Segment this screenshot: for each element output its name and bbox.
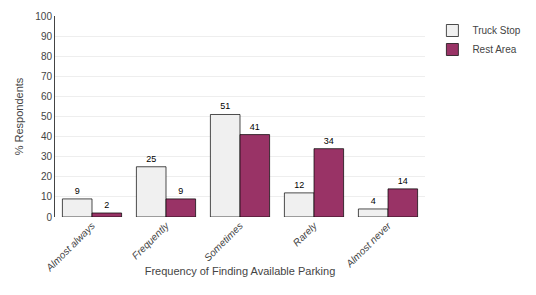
svg-text:0: 0 (46, 212, 52, 223)
svg-text:2: 2 (104, 200, 109, 210)
svg-text:4: 4 (371, 196, 376, 206)
svg-text:50: 50 (41, 111, 53, 122)
svg-text:41: 41 (250, 122, 260, 132)
svg-text:Frequently: Frequently (130, 219, 172, 261)
svg-text:Almost never: Almost never (343, 220, 393, 270)
svg-text:100: 100 (35, 11, 52, 22)
svg-text:9: 9 (75, 186, 80, 196)
svg-text:40: 40 (41, 131, 53, 142)
svg-text:Sometimes: Sometimes (202, 220, 245, 263)
svg-text:9: 9 (178, 186, 183, 196)
svg-text:25: 25 (146, 154, 156, 164)
svg-text:12: 12 (294, 180, 304, 190)
svg-text:10: 10 (41, 191, 53, 202)
svg-text:90: 90 (41, 31, 53, 42)
svg-text:51: 51 (220, 101, 230, 111)
svg-text:Truck Stop: Truck Stop (472, 25, 520, 36)
svg-text:20: 20 (41, 171, 53, 182)
svg-text:34: 34 (324, 136, 334, 146)
svg-text:60: 60 (41, 91, 53, 102)
svg-text:80: 80 (41, 51, 53, 62)
svg-text:14: 14 (398, 176, 408, 186)
svg-text:Frequency of Finding Available: Frequency of Finding Available Parking (145, 265, 336, 277)
svg-text:30: 30 (41, 151, 53, 162)
svg-text:Rarely: Rarely (291, 219, 320, 248)
svg-text:Almost always: Almost always (43, 220, 97, 274)
svg-text:70: 70 (41, 71, 53, 82)
svg-text:Rest Area: Rest Area (472, 44, 516, 55)
svg-text:% Respondents: % Respondents (13, 77, 25, 155)
